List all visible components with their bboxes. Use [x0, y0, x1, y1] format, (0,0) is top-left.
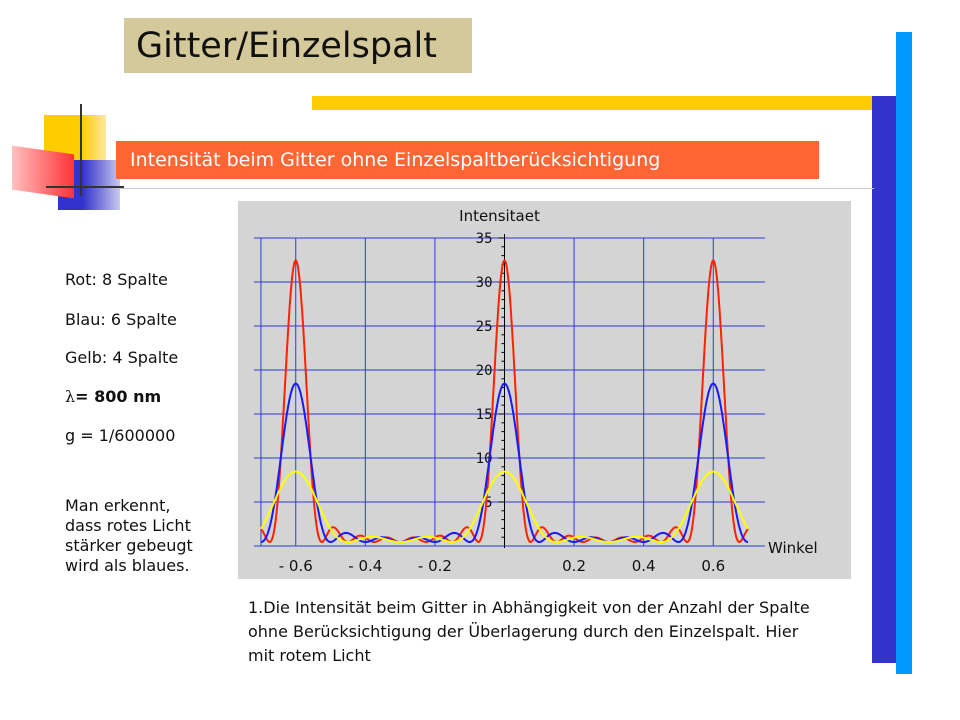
x-tick-label: 0.2 [562, 557, 586, 575]
logo-vertical-line [80, 104, 82, 196]
title-background [124, 18, 472, 73]
x-axis-label: Winkel [768, 539, 818, 557]
y-tick-label: 25 [476, 319, 493, 335]
info-wavelength: λ= 800 nm [65, 387, 161, 406]
x-tick-label: - 0.2 [418, 557, 452, 575]
logo-red-square [12, 145, 74, 199]
decor-blue-bar [872, 96, 898, 663]
wavelength-value: = 800 nm [75, 387, 162, 406]
decor-lightblue-bar [896, 32, 912, 674]
slide-title: Gitter/Einzelspalt [136, 26, 438, 66]
info-grating-constant: g = 1/600000 [65, 426, 176, 445]
y-tick-label: 35 [476, 231, 493, 247]
info-red-slits: Rot: 8 Spalte [65, 270, 168, 289]
decor-yellow-band [312, 96, 874, 110]
intensity-chart: 5 10 15 20 25 30 35- 0.6- 0.4- 0.2 0.2 0.4 0.6 Int… [238, 201, 851, 579]
y-tick-label: 5 [484, 495, 492, 511]
chart-caption: 1.Die Intensität beim Gitter in Abhängig… [248, 598, 810, 665]
info-blue-slits: Blau: 6 Spalte [65, 310, 177, 329]
y-tick-label: 20 [476, 363, 493, 379]
slide-subtitle: Intensität beim Gitter ohne Einzelspaltb… [130, 149, 661, 171]
info-yellow-slits: Gelb: 4 Spalte [65, 348, 179, 367]
x-tick-label: 0.6 [701, 557, 725, 575]
y-tick-label: 30 [476, 275, 493, 291]
y-axis-label: Intensitaet [459, 207, 540, 225]
y-tick-label: 15 [476, 407, 493, 423]
observation-note: Man erkennt, dass rotes Licht stärker ge… [65, 496, 193, 575]
logo-horizontal-line [46, 186, 124, 188]
x-tick-label: 0.4 [632, 557, 656, 575]
chart-background [238, 201, 851, 579]
separator-line [116, 188, 874, 189]
x-tick-label: - 0.6 [279, 557, 313, 575]
subtitle-background [116, 141, 819, 179]
x-tick-label: - 0.4 [348, 557, 382, 575]
lambda-symbol: λ [65, 387, 76, 406]
